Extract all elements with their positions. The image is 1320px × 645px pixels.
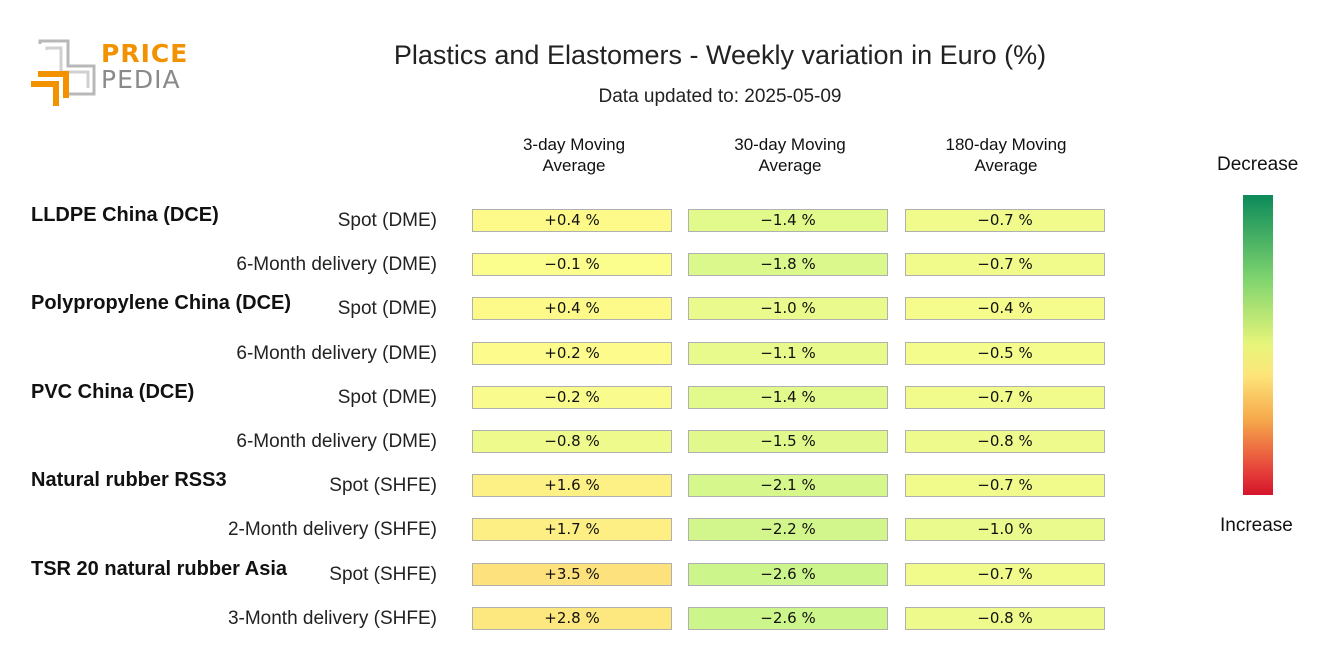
group-label: Natural rubber RSS3 [31,469,227,492]
row-label: Spot (DME) [337,210,437,231]
column-header-line: Average [542,156,606,175]
value-cell: −2.1 % [688,474,888,498]
value-cell: +1.6 % [472,474,672,498]
value-cell: +0.2 % [472,341,672,365]
value-cell: −1.0 % [688,297,888,321]
column-header: 30-day Moving Average [690,134,890,176]
row-label: Spot (SHFE) [329,563,437,585]
value-cell: −1.8 % [688,253,888,277]
chart-title: Plastics and Elastomers - Weekly variati… [393,40,1047,70]
value-cell: −0.7 % [905,562,1105,586]
legend-bottom-label: Increase [1220,515,1293,536]
value-cell: −2.6 % [688,562,888,586]
column-header-line: Average [974,156,1038,175]
value-cell: −1.5 % [688,430,888,453]
value-cell: −0.8 % [905,606,1105,630]
value-cell: −0.7 % [905,209,1105,232]
row-label: Spot (DME) [337,298,437,320]
value-cell: −2.2 % [688,518,888,542]
value-cell: −0.1 % [472,253,672,277]
value-cell: −1.4 % [688,209,888,232]
logo-mark-icon [31,39,96,106]
value-cell: +3.5 % [472,562,672,586]
column-header-line: 30-day Moving [734,135,846,154]
row-label: 6-Month delivery (DME) [236,431,437,452]
value-cell: +0.4 % [472,209,672,232]
value-cell: −1.4 % [688,385,888,409]
value-cell: +0.4 % [472,297,672,321]
value-cell: −1.1 % [688,341,888,365]
legend-top-label: Decrease [1217,154,1299,175]
row-label: 6-Month delivery (DME) [236,254,437,276]
value-cell: −0.2 % [472,385,672,409]
logo-text-pedia: PEDIA [101,65,181,94]
value-cell: −0.5 % [905,341,1105,365]
group-label: Polypropylene China (DCE) [31,292,292,315]
chart-subtitle: Data updated to: 2025-05-09 [598,86,842,107]
row-label: 3-Month delivery (SHFE) [227,607,437,629]
group-label: TSR 20 natural rubber Asia [31,557,287,580]
column-header-line: 3-day Moving [522,135,626,154]
value-cell: −0.7 % [905,385,1105,409]
value-cell: −0.8 % [905,430,1105,453]
group-label: LLDPE China (DCE) [31,204,219,226]
value-cell: −0.7 % [905,253,1105,277]
row-label: Spot (DME) [337,386,437,408]
value-cell: −0.8 % [472,430,672,453]
column-header: 180-day Moving Average [906,134,1106,176]
value-cell: −0.4 % [905,297,1105,321]
value-cell: −1.0 % [905,518,1105,542]
value-cell: −2.6 % [688,606,888,630]
legend-color-scale [1243,195,1273,495]
value-cell: +2.8 % [472,606,672,630]
value-cell: −0.7 % [905,474,1105,498]
row-label: 6-Month delivery (DME) [236,342,437,364]
column-header-line: Average [758,156,822,175]
logo-text-price: PRICE [101,39,189,68]
column-header-line: 180-day Moving [945,135,1067,154]
group-label: PVC China (DCE) [31,380,195,403]
value-cell: +1.7 % [472,518,672,542]
pricepedia-logo: PRICE PEDIA [28,36,198,111]
row-label: Spot (SHFE) [329,475,437,497]
column-header: 3-day Moving Average [474,134,674,176]
row-label: 2-Month delivery (SHFE) [227,519,437,541]
